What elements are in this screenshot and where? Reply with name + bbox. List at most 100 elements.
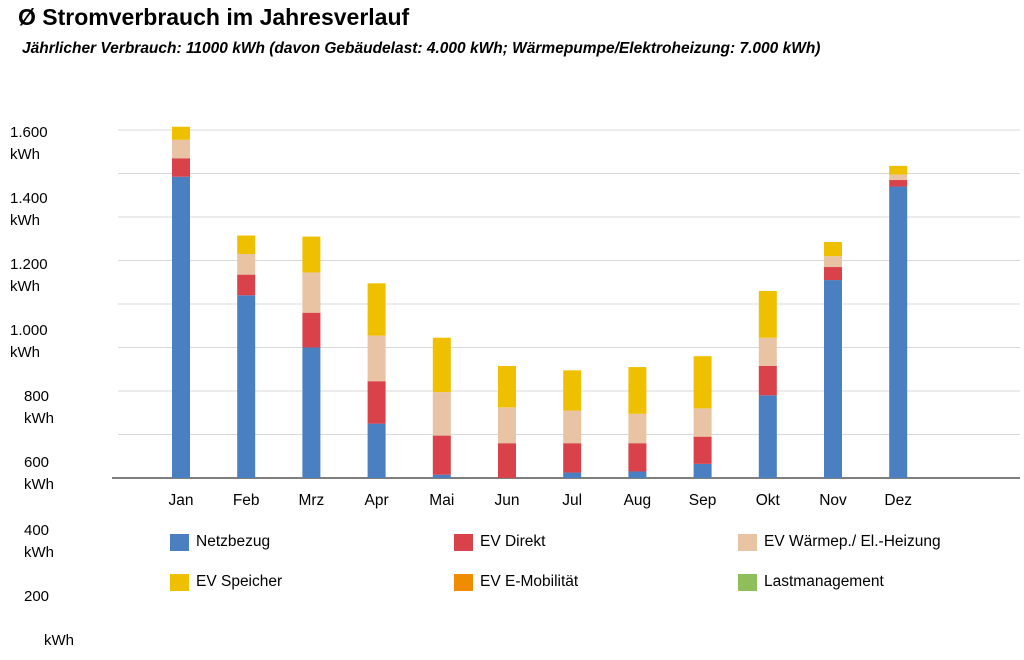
y-tick-unit: kWh xyxy=(10,278,40,295)
y-tick-unit: kWh xyxy=(24,544,54,561)
y-tick-label: 1.000 kWh xyxy=(10,320,48,364)
bar-segment xyxy=(367,283,386,336)
bar-segment xyxy=(889,165,908,175)
bar-segment xyxy=(237,295,256,478)
bar-segment xyxy=(758,337,777,366)
y-tick-label: 200 xyxy=(24,586,49,608)
y-tick-value: 1.400 xyxy=(10,190,48,207)
x-tick-label: Aug xyxy=(624,492,652,509)
legend-item: Netzbezug xyxy=(170,533,270,551)
bar-segment xyxy=(432,337,451,393)
bar-segment xyxy=(628,443,647,472)
y-tick-label: 400 kWh xyxy=(24,520,54,564)
legend-label: Lastmanagement xyxy=(764,573,884,590)
legend-item: Lastmanagement xyxy=(738,573,884,591)
legend-swatch xyxy=(170,533,189,551)
y-tick-unit: kWh xyxy=(24,476,54,493)
y-tick-value: 1.200 xyxy=(10,256,48,273)
y-tick-unit: kWh xyxy=(10,212,40,229)
legend-item: EV Wärmep./ El.-Heizung xyxy=(738,533,941,551)
bar-segment xyxy=(432,435,451,475)
x-tick-label: Feb xyxy=(233,492,260,509)
legend-label: EV Speicher xyxy=(196,573,283,590)
bar-segment xyxy=(563,472,582,478)
bar-segment xyxy=(824,280,842,478)
bar-segment xyxy=(172,126,190,140)
chart-subtitle: Jährlicher Verbrauch: 11000 kWh (davon G… xyxy=(22,40,821,57)
bar-segment xyxy=(302,236,321,273)
legend-label: Netzbezug xyxy=(196,533,271,550)
legend-swatch xyxy=(170,573,189,591)
bar-segment xyxy=(563,370,582,411)
y-tick-unit: kWh xyxy=(24,410,54,427)
bar-segment xyxy=(498,407,516,444)
bar-segment xyxy=(237,274,256,296)
x-tick-label: Mai xyxy=(429,492,454,509)
bar-segment xyxy=(693,408,712,437)
legend-item: EV E-Mobilität xyxy=(454,573,578,591)
x-tick-label: Jul xyxy=(562,492,582,509)
bar-segment xyxy=(758,290,777,338)
legend-item: EV Speicher xyxy=(170,573,282,591)
chart-title: Ø Stromverbrauch im Jahresverlauf xyxy=(18,4,410,30)
x-tick-label: Mrz xyxy=(298,492,324,509)
y-tick-value: 600 xyxy=(24,454,50,471)
y-tick-value: 200 xyxy=(24,588,50,605)
x-tick-label: Dez xyxy=(884,492,912,509)
bar-segment xyxy=(628,471,647,478)
bar-segment xyxy=(302,272,321,313)
bar-segment xyxy=(302,347,321,478)
legend-item: EV Direkt xyxy=(454,533,545,551)
bar-segment xyxy=(237,235,256,254)
bar-segment xyxy=(758,395,777,478)
bar-segment xyxy=(563,410,582,444)
bar-segment xyxy=(432,392,451,436)
bar-segment xyxy=(824,267,842,281)
bar-segment xyxy=(824,256,842,268)
bar-segment xyxy=(432,474,451,478)
bar-segment xyxy=(628,413,647,444)
bar-segment xyxy=(172,139,190,159)
legend-label: EV Wärmep./ El.-Heizung xyxy=(764,533,941,550)
y-tick-value: 1.000 xyxy=(10,322,48,339)
legend-swatch xyxy=(738,533,757,551)
bar-segment xyxy=(889,174,908,181)
bar-segment xyxy=(498,443,516,478)
x-tick-label: Nov xyxy=(819,492,847,509)
bar-segment xyxy=(758,365,777,396)
bar-segment xyxy=(824,242,842,257)
bar-segment xyxy=(889,180,908,187)
bar-segment xyxy=(693,463,712,478)
y-tick-unit: kWh xyxy=(10,344,40,361)
legend-swatch xyxy=(454,533,473,551)
x-tick-label: Okt xyxy=(756,492,781,509)
y-tick-value: 1.600 xyxy=(10,124,48,141)
bar-segment xyxy=(302,312,321,348)
y-tick-unit: kWh xyxy=(10,146,40,163)
bar-segment xyxy=(889,186,908,479)
bar-segment xyxy=(498,365,516,408)
bar-segment xyxy=(693,436,712,464)
y-tick-label: 600 kWh xyxy=(24,452,54,496)
bar-segment xyxy=(693,356,712,409)
legend-swatch xyxy=(454,573,473,591)
bar-segment xyxy=(367,423,386,478)
y-tick-label: 1.200 kWh xyxy=(10,254,48,298)
legend-label: EV Direkt xyxy=(480,533,546,550)
y-tick-label: 1.400 kWh xyxy=(10,188,48,232)
y-tick-value: 400 xyxy=(24,522,50,539)
x-tick-label: Sep xyxy=(689,492,717,509)
legend-swatch xyxy=(738,573,757,591)
x-tick-label: Apr xyxy=(365,492,389,509)
x-tick-label: Jun xyxy=(495,492,520,509)
bar-segment xyxy=(172,158,190,177)
x-tick-label: Jan xyxy=(169,492,194,509)
bar-segment xyxy=(172,176,190,478)
y-tick-label: 800 kWh xyxy=(24,386,54,430)
y-tick-value: 800 xyxy=(24,388,50,405)
bar-segment xyxy=(367,335,386,382)
legend-label: EV E-Mobilität xyxy=(480,573,579,590)
y-tick-label: 1.600 kWh xyxy=(10,122,48,166)
bar-segment xyxy=(628,367,647,414)
